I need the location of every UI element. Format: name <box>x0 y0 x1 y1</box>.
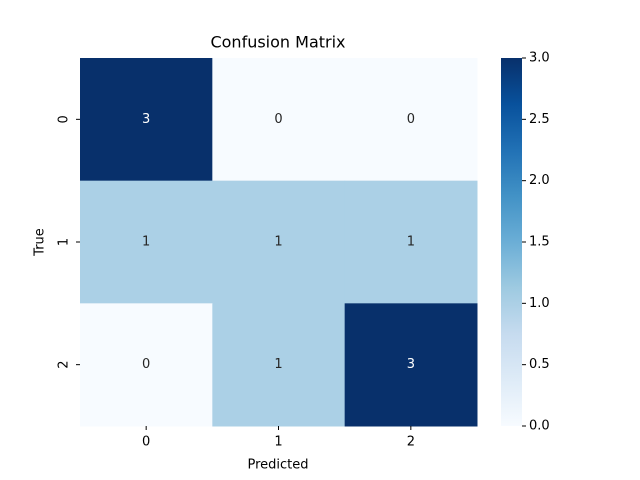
heatmap-cell <box>80 303 213 427</box>
y-axis-label: True <box>33 228 48 257</box>
colorbar <box>501 58 522 426</box>
colorbar-tick-label: 0.5 <box>529 357 550 372</box>
heatmap-cell <box>80 58 213 182</box>
heatmap-cell <box>344 303 478 427</box>
heatmap-cell <box>212 58 346 182</box>
colorbar-tick-label: 3.0 <box>529 51 550 66</box>
chart-title: Confusion Matrix <box>210 33 345 52</box>
heatmap-cell <box>344 180 478 304</box>
x-tick-label: 2 <box>407 435 415 450</box>
heatmap-cell <box>80 180 213 304</box>
cell-label: 1 <box>274 235 282 250</box>
heatmap-cell <box>212 303 346 427</box>
x-tick-label: 0 <box>142 435 150 450</box>
cell-label: 1 <box>274 357 282 372</box>
cell-label: 0 <box>407 112 415 127</box>
cell-label: 0 <box>142 357 150 372</box>
colorbar-tick-label: 1.0 <box>529 296 550 311</box>
heatmap-cell <box>212 180 346 304</box>
x-tick-label: 1 <box>274 435 282 450</box>
y-tick-label: 2 <box>57 361 72 369</box>
heatmap-cell <box>344 58 478 182</box>
cell-label: 3 <box>142 112 150 127</box>
colorbar-tick-label: 2.0 <box>529 173 550 188</box>
cell-label: 1 <box>142 235 150 250</box>
cell-label: 0 <box>274 112 282 127</box>
colorbar-tick-label: 0.0 <box>529 419 550 434</box>
cell-label: 3 <box>407 357 415 372</box>
colorbar-tick-label: 1.5 <box>529 235 550 250</box>
y-tick-label: 1 <box>57 238 72 246</box>
y-tick-label: 0 <box>57 115 72 123</box>
cell-label: 1 <box>407 235 415 250</box>
x-axis-label: Predicted <box>247 458 308 473</box>
colorbar-tick-label: 2.5 <box>529 112 550 127</box>
